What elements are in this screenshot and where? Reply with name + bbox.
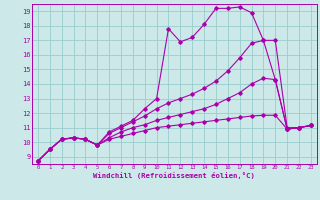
X-axis label: Windchill (Refroidissement éolien,°C): Windchill (Refroidissement éolien,°C)	[93, 172, 255, 179]
